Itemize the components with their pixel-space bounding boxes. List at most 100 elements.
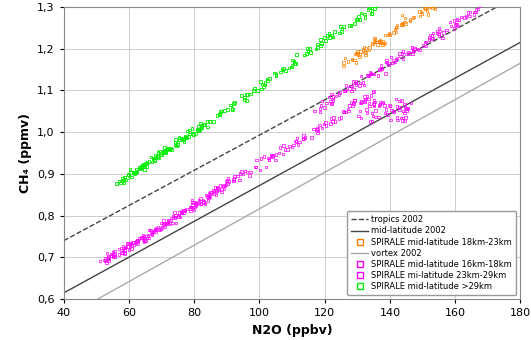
Point (367, 5, 376, 11)
Point (111, 254, 119, 259)
Point (433, 30, 441, 35)
Point (149, 156, 157, 162)
Point (210, 185, 219, 190)
Point (440, 0, 449, 4)
Point (356, 49, 365, 54)
Point (204, 195, 213, 200)
Point (241, 97, 249, 102)
Point (165, 146, 174, 152)
Point (118, 176, 126, 181)
Point (272, 73, 280, 79)
Point (344, 59, 352, 64)
Point (213, 113, 221, 118)
Point (402, 51, 410, 57)
Point (350, 21, 358, 26)
Point (220, 183, 229, 189)
Point (452, 22, 461, 28)
Point (226, 102, 235, 108)
Point (313, 131, 322, 136)
Point (423, 8, 431, 13)
Point (369, 89, 378, 94)
Point (189, 131, 197, 136)
Point (317, 41, 326, 46)
Point (115, 178, 123, 184)
Point (186, 206, 195, 211)
Point (249, 88, 258, 94)
Point (409, 15, 417, 20)
Point (361, 96, 370, 101)
Point (206, 190, 215, 195)
Point (388, 61, 397, 66)
Point (370, 38, 378, 44)
Point (100, 257, 109, 262)
Point (210, 188, 218, 194)
Point (339, 109, 348, 114)
Point (422, 39, 430, 45)
Point (417, 11, 426, 16)
Point (180, 207, 189, 213)
Point (357, 115, 365, 121)
Point (367, 8, 376, 14)
Point (324, 31, 333, 36)
Point (117, 250, 126, 255)
Point (283, 147, 292, 152)
Point (136, 166, 144, 172)
Point (164, 219, 173, 224)
Point (397, 98, 406, 103)
Point (317, 103, 326, 108)
Point (196, 125, 205, 131)
Point (136, 165, 144, 170)
Point (239, 171, 247, 177)
Point (149, 155, 158, 160)
Point (402, 108, 411, 114)
Point (240, 95, 249, 100)
Point (189, 199, 197, 205)
Point (399, 56, 407, 62)
Point (421, 6, 430, 11)
Point (329, 115, 338, 120)
Point (133, 238, 142, 243)
Point (197, 125, 205, 130)
Point (263, 78, 271, 83)
Point (316, 109, 324, 115)
Point (167, 217, 175, 223)
Point (392, 25, 400, 30)
Point (129, 169, 138, 175)
Point (285, 143, 294, 149)
Point (382, 57, 391, 63)
Point (328, 34, 337, 40)
Point (466, 9, 475, 15)
Point (365, 73, 373, 78)
Point (357, 100, 365, 105)
Point (244, 91, 252, 97)
Point (148, 230, 157, 235)
Point (171, 139, 179, 145)
Point (190, 207, 198, 213)
Point (181, 135, 189, 140)
Point (338, 26, 346, 31)
Point (196, 196, 205, 201)
Point (157, 226, 165, 231)
Point (241, 168, 249, 173)
Point (378, 100, 387, 105)
Point (101, 258, 110, 264)
Point (454, 17, 463, 23)
X-axis label: N2O (ppbv): N2O (ppbv) (252, 324, 332, 337)
Point (184, 128, 192, 134)
Point (199, 200, 208, 205)
Point (156, 227, 164, 233)
Point (427, 3, 436, 8)
Point (341, 109, 350, 115)
Point (96, 258, 105, 264)
Point (470, 9, 479, 15)
Point (404, 106, 412, 111)
Point (352, 81, 360, 86)
Point (361, 50, 370, 55)
Point (366, 71, 375, 76)
Point (376, 38, 385, 44)
Point (138, 164, 146, 169)
Point (290, 61, 298, 66)
Point (259, 84, 268, 89)
Point (368, 41, 376, 47)
Point (160, 221, 168, 226)
